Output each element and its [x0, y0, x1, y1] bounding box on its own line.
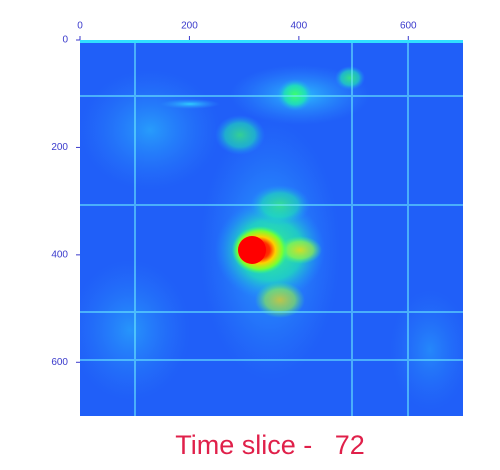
chart-title: Time slice - 72 [175, 430, 365, 460]
x-tick-label: 200 [181, 21, 198, 32]
heatmap-field [80, 40, 463, 416]
y-tick-label: 400 [51, 249, 68, 260]
x-tick-label: 400 [291, 21, 308, 32]
y-tick-label: 200 [51, 142, 68, 153]
x-tick-label: 600 [400, 21, 417, 32]
x-tick-label: 0 [77, 21, 83, 32]
y-tick-label: 0 [62, 35, 68, 46]
y-tick-label: 600 [51, 357, 68, 368]
